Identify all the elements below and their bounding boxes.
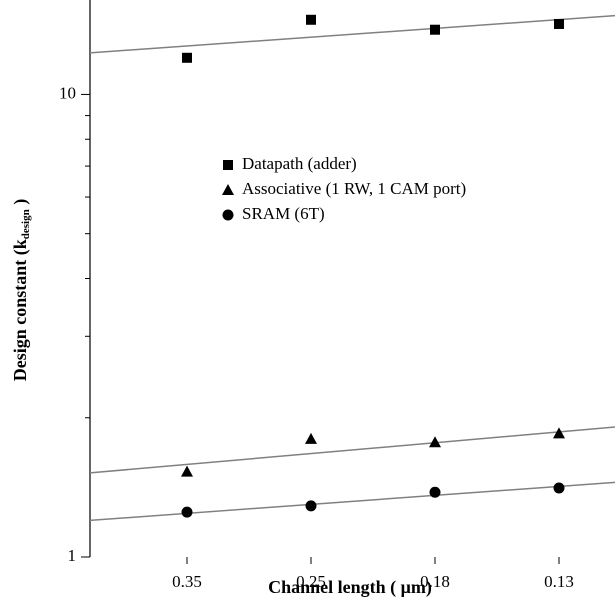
y-tick-label: 1 [68,546,77,565]
marker-square [554,18,564,29]
fit-line [89,14,615,54]
y-label-end: ) [10,199,31,210]
marker-square [223,160,233,170]
marker-triangle [553,427,565,439]
y-axis-label: Design constant (kdesign ) [10,199,31,381]
fit-line [89,426,615,474]
x-axis-label: Channel length ( μm) [268,577,432,598]
legend-label: Datapath (adder) [242,154,357,173]
x-tick-label: 0.18 [420,572,450,591]
marker-square [182,52,192,63]
legend-label: SRAM (6T) [242,204,325,223]
y-label-sub: design [20,209,32,239]
x-tick-label: 0.35 [172,572,202,591]
marker-circle [222,209,234,221]
marker-circle [181,506,193,518]
marker-triangle [181,465,193,477]
marker-circle [429,486,441,498]
marker-triangle [305,432,317,444]
marker-triangle [429,436,441,448]
marker-circle [305,500,317,512]
x-tick-label: 0.25 [296,572,326,591]
marker-square [430,24,440,35]
marker-square [306,14,316,25]
y-tick-label: 10 [59,83,76,102]
fit-line [89,481,615,522]
y-label-main: Design constant (k [10,239,31,381]
legend-label: Associative (1 RW, 1 CAM port) [242,179,466,198]
x-tick-label: 0.13 [544,572,574,591]
marker-circle [553,482,565,494]
marker-triangle [222,184,234,195]
